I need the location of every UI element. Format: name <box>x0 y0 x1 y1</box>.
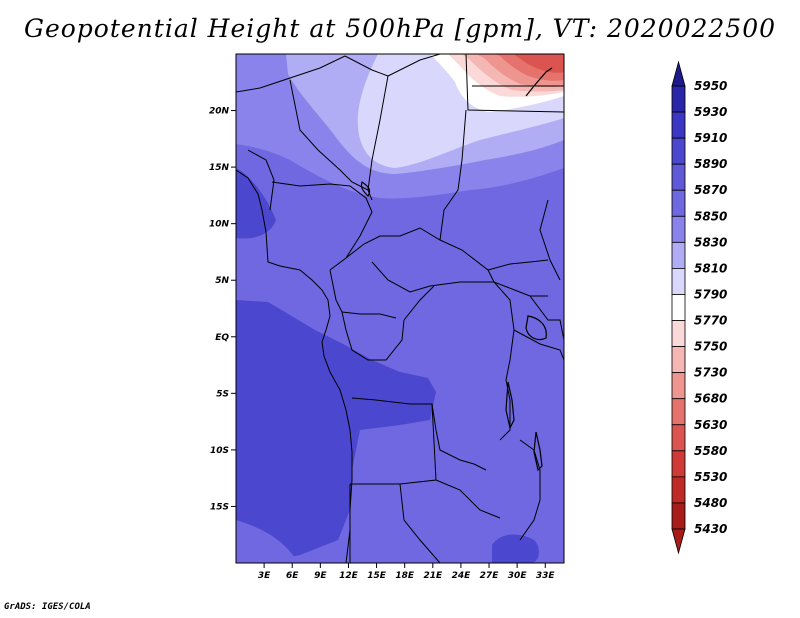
border-mozambique <box>519 439 541 541</box>
borders <box>236 54 564 563</box>
colorbar-label: 5890 <box>694 157 727 171</box>
colorbar-segment <box>671 476 686 504</box>
contour-5870-southwest-corner <box>236 520 298 563</box>
border-angola-zambia <box>350 403 437 485</box>
colorbar-segment <box>671 111 686 139</box>
colorbar-label: 5910 <box>694 131 727 145</box>
colorbar-label: 5810 <box>694 261 727 275</box>
contour-field <box>236 54 564 563</box>
border-niger-libya <box>344 55 389 77</box>
lat-tick-label: 5N <box>215 276 229 286</box>
colorbar-segment <box>671 294 686 321</box>
colorbar-label: 5850 <box>694 209 727 223</box>
lat-tick-label: 10N <box>209 220 230 230</box>
contour-5890-west-coast <box>236 168 276 239</box>
border-nigeria <box>271 181 373 271</box>
colorbar-segment <box>671 346 686 374</box>
border-cameroon-south <box>329 269 397 319</box>
colorbar-label: 5950 <box>694 79 727 93</box>
colorbar-segment <box>671 320 686 347</box>
border-south-sudan <box>487 259 549 271</box>
colorbar-label: 5770 <box>694 314 727 328</box>
colorbar-segment <box>671 424 686 452</box>
lon-tick-label: 24E <box>452 571 472 581</box>
lake-victoria <box>525 315 547 341</box>
lon-tick-label: 3E <box>258 571 271 581</box>
lon-axis: 3E 6E 9E 12E 15E 18E 21E 24E 27E 30E 33E <box>258 563 556 581</box>
lon-tick-label: 6E <box>286 571 299 581</box>
colorbar-segment <box>671 163 686 191</box>
colorbar-label: 5790 <box>694 287 727 301</box>
border-mali-algeria <box>236 55 346 93</box>
border-drc-angola <box>351 397 487 471</box>
colorbar-segment <box>671 85 686 113</box>
lakes <box>360 67 553 472</box>
colorbar-segment <box>671 137 686 165</box>
triangle-up-icon <box>671 60 686 87</box>
triangle-down-icon <box>671 528 686 555</box>
colorbar-label: 5580 <box>694 444 727 458</box>
border-botswana <box>399 483 441 563</box>
colorbar-label: 5930 <box>694 105 727 119</box>
border-chad-sudan <box>439 109 467 241</box>
colorbar-label: 5630 <box>694 418 727 432</box>
lake-chad <box>360 181 371 197</box>
border-libya-chad <box>387 54 441 77</box>
border-cameroon-car <box>345 227 495 283</box>
colorbar-label: 5430 <box>694 522 727 536</box>
lon-tick-label: 27E <box>480 571 500 581</box>
border-tanzania <box>513 329 564 361</box>
lat-tick-label: 15N <box>209 163 230 173</box>
lon-tick-label: 12E <box>339 571 359 581</box>
colorbar-segment <box>671 502 686 530</box>
colorbar-segment <box>671 450 686 478</box>
colorbar-segment <box>671 398 686 426</box>
colorbar-segment <box>671 215 686 243</box>
lon-tick-label: 9E <box>314 571 327 581</box>
border-burkina <box>247 149 275 211</box>
lat-tick-label: 20N <box>209 107 230 117</box>
colorbar-label: 5680 <box>694 392 727 406</box>
lat-tick-label: EQ <box>215 333 229 343</box>
lon-tick-label: 30E <box>508 571 528 581</box>
colorbar-label: 5480 <box>694 496 727 510</box>
lat-tick-label: 15S <box>210 502 229 512</box>
lon-tick-label: 33E <box>536 571 556 581</box>
border-drc-west <box>403 285 435 321</box>
colorbar-segment <box>671 189 686 217</box>
border-mali-niger <box>289 79 369 191</box>
lon-tick-label: 18E <box>395 571 415 581</box>
lat-axis: 20N 15N 10N 5N EQ 5S 10S 15S <box>209 107 236 512</box>
colorbar-label: 5750 <box>694 340 727 354</box>
border-egypt-libya <box>465 54 564 113</box>
coastline-west-africa <box>236 169 353 563</box>
red-sea <box>525 67 553 97</box>
contour-5890-southeast-blob <box>492 534 539 563</box>
colorbar: 5950 5930 5910 5890 5870 5850 5830 5810 5790 5770… <box>671 60 727 555</box>
map-frame <box>235 53 565 564</box>
border-drc-east <box>493 281 515 441</box>
lat-tick-label: 10S <box>210 446 229 456</box>
border-car-south <box>371 261 548 297</box>
colorbar-label: 5830 <box>694 235 727 249</box>
lon-tick-label: 15E <box>367 571 387 581</box>
border-east-africa <box>529 295 564 341</box>
lake-tanganyika <box>505 381 515 430</box>
lake-malawi <box>533 431 543 472</box>
border-congo <box>341 311 405 361</box>
colorbar-segment <box>671 372 686 400</box>
colorbar-label: 5870 <box>694 183 727 197</box>
colorbar-segment <box>671 241 686 269</box>
colorbar-label: 5730 <box>694 366 727 380</box>
border-sudan-ethiopia <box>539 199 561 281</box>
contour-5890-southwest <box>236 300 436 563</box>
colorbar-segment <box>671 268 686 295</box>
credit-label: GrADS: IGES/COLA <box>4 602 91 612</box>
lon-tick-label: 21E <box>423 571 443 581</box>
lat-tick-label: 5S <box>216 389 229 399</box>
border-zambia-zimbabwe <box>435 479 501 519</box>
chart-title: Geopotential Height at 500hPa [gpm], VT:… <box>23 14 777 43</box>
colorbar-label: 5530 <box>694 470 727 484</box>
